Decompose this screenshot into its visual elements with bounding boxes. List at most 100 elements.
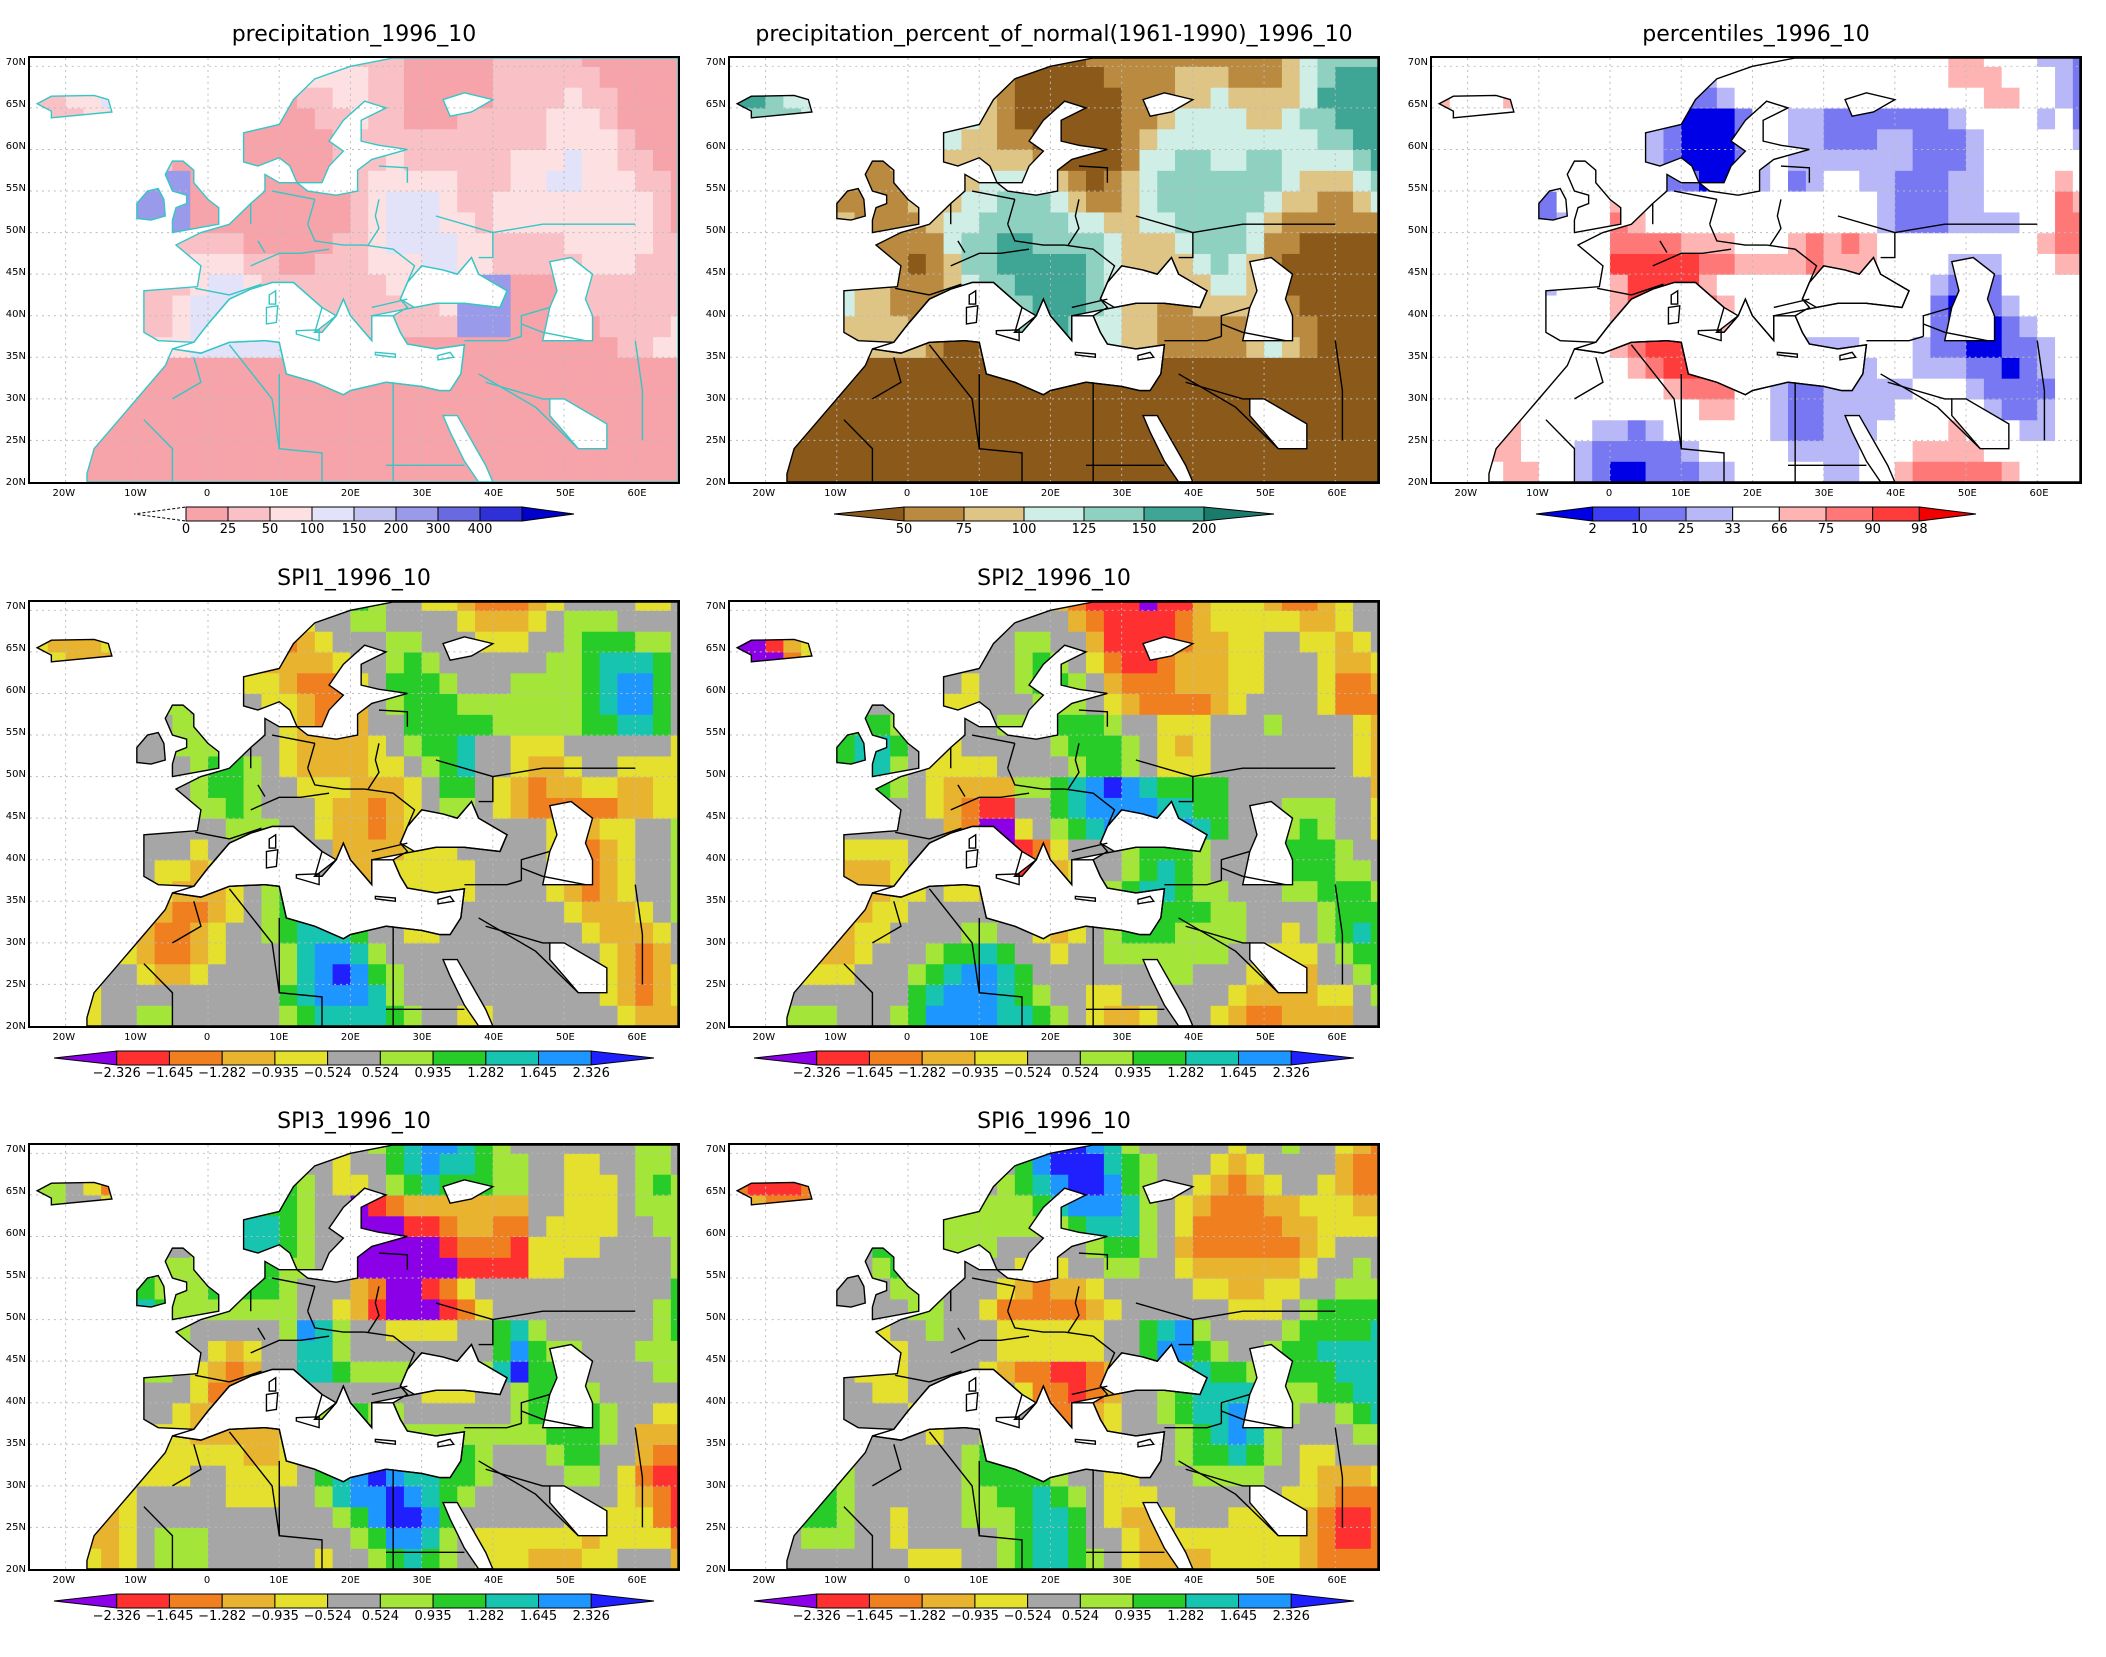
lon-tick-label: 20E (1030, 1575, 1070, 1586)
colorbar-swatch (754, 1594, 817, 1608)
colorbar-swatch (754, 1051, 817, 1065)
colorbar-swatch (1080, 1051, 1133, 1065)
lat-tick-label: 65N (698, 1186, 726, 1197)
lat-tick-label: 55N (1400, 183, 1428, 194)
lon-tick-label: 60E (1317, 488, 1357, 499)
colorbar-swatch (1133, 1594, 1186, 1608)
map-svg (730, 58, 1378, 482)
lon-tick-label: 40E (474, 1032, 514, 1043)
lat-tick-label: 45N (0, 267, 26, 278)
lat-tick-label: 30N (698, 393, 726, 404)
colorbar-swatch (433, 1594, 486, 1608)
colorbar-swatch (396, 507, 438, 521)
colorbar-tick-label: 0.524 (350, 1609, 410, 1624)
lon-tick-label: 30E (1102, 1575, 1142, 1586)
colorbar-swatch (380, 1051, 433, 1065)
colorbar-tick-label: 125 (1054, 522, 1114, 537)
lon-tick-label: 30E (402, 488, 442, 499)
lat-tick-label: 70N (0, 57, 26, 68)
colorbar-swatch (486, 1594, 539, 1608)
colorbar-swatch (328, 1594, 381, 1608)
colorbar-swatch (270, 507, 312, 521)
colorbar-swatch (1779, 507, 1826, 521)
lat-tick-label: 60N (698, 685, 726, 696)
map-area (28, 600, 680, 1028)
lat-tick-label: 25N (698, 979, 726, 990)
colorbar-swatch (539, 1051, 592, 1065)
colorbar-swatch (1733, 507, 1780, 521)
colorbar-tick-label: 100 (994, 522, 1054, 537)
colorbar-tick-label: 1.645 (509, 1609, 569, 1624)
colorbar-swatch (1028, 1051, 1081, 1065)
lon-tick-label: 50E (1245, 1032, 1285, 1043)
lon-tick-label: 50E (1245, 1575, 1285, 1586)
colorbar-tick-label: −0.935 (945, 1609, 1005, 1624)
colorbar-swatch (54, 1594, 117, 1608)
map-area (1430, 56, 2082, 484)
colorbar-swatch (117, 1051, 170, 1065)
lat-tick-label: 25N (1400, 435, 1428, 446)
lat-tick-label: 30N (0, 937, 26, 948)
colorbar-swatch (834, 507, 904, 521)
lat-tick-label: 20N (698, 1564, 726, 1575)
colorbar-tick-label: −0.524 (298, 1066, 358, 1081)
lat-tick-label: 35N (0, 351, 26, 362)
panel-title: SPI3_1996_10 (28, 1109, 680, 1134)
lat-tick-label: 50N (698, 225, 726, 236)
lat-tick-label: 65N (1400, 99, 1428, 110)
colorbar-swatch (380, 1594, 433, 1608)
lat-tick-label: 60N (0, 685, 26, 696)
lat-tick-label: 20N (0, 1564, 26, 1575)
colorbar-tick-label: 0.935 (1103, 1066, 1163, 1081)
lon-tick-label: 30E (402, 1575, 442, 1586)
colorbar-swatch (1080, 1594, 1133, 1608)
colorbar-tick-label: 2.326 (561, 1609, 621, 1624)
colorbar-swatch (1593, 507, 1640, 521)
lon-tick-label: 20W (44, 1575, 84, 1586)
colorbar-swatch (275, 1594, 328, 1608)
lon-tick-label: 20W (1446, 488, 1486, 499)
lon-tick-label: 60E (617, 1032, 657, 1043)
colorbar-tick-label: −2.326 (87, 1066, 147, 1081)
lat-tick-label: 60N (1400, 141, 1428, 152)
colorbar-swatch (1239, 1051, 1292, 1065)
lat-tick-label: 70N (0, 1144, 26, 1155)
lat-tick-label: 55N (0, 1270, 26, 1281)
lon-tick-label: 40E (1876, 488, 1916, 499)
map-svg (730, 1145, 1378, 1569)
lon-tick-label: 40E (474, 1575, 514, 1586)
lat-tick-label: 65N (0, 643, 26, 654)
lat-tick-label: 70N (698, 57, 726, 68)
lon-tick-label: 0 (887, 488, 927, 499)
colorbar-tick-label: −0.524 (298, 1609, 358, 1624)
colorbar-tick-label: −0.524 (998, 1066, 1058, 1081)
lon-tick-label: 30E (1102, 488, 1142, 499)
lat-tick-label: 25N (0, 1522, 26, 1533)
lat-tick-label: 40N (1400, 309, 1428, 320)
lat-tick-label: 35N (0, 895, 26, 906)
lat-tick-label: 55N (698, 727, 726, 738)
lon-tick-label: 30E (1102, 1032, 1142, 1043)
colorbar-swatch (1084, 507, 1144, 521)
lat-tick-label: 50N (1400, 225, 1428, 236)
colorbar-swatch (1186, 1594, 1239, 1608)
colorbar-swatch (222, 1594, 275, 1608)
map-area (28, 56, 680, 484)
lon-tick-label: 20W (744, 1032, 784, 1043)
colorbar-swatch (522, 507, 574, 521)
colorbar-swatch (438, 507, 480, 521)
lat-tick-label: 40N (698, 309, 726, 320)
lat-tick-label: 60N (698, 141, 726, 152)
lon-tick-label: 50E (1245, 488, 1285, 499)
lat-tick-label: 45N (698, 811, 726, 822)
map-area (728, 56, 1380, 484)
colorbar-swatch (1144, 507, 1204, 521)
lon-tick-label: 10E (259, 1032, 299, 1043)
colorbar-swatch (1639, 507, 1686, 521)
colorbar-swatch (975, 1051, 1028, 1065)
colorbar-tick-label: −2.326 (787, 1609, 847, 1624)
colorbar-swatch (228, 507, 270, 521)
lat-tick-label: 20N (0, 477, 26, 488)
